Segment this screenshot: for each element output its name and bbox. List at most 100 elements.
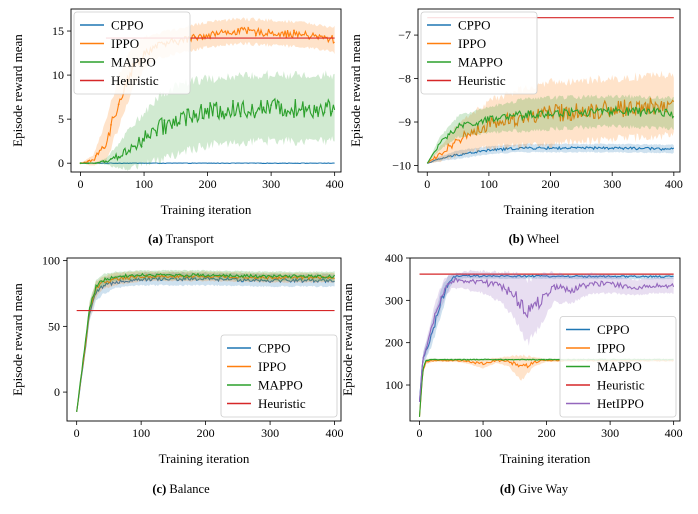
legend: CPPO IPPO MAPPO Heuristic HetIPPO [559, 316, 677, 418]
panel-wheel: 0 100 200 300 400 −10 −9 −8 −7 Training iteration… [348, 8, 683, 246]
series-marker-ippo [270, 32, 273, 35]
legend-label-ippo: IPPO [597, 341, 625, 356]
series-marker-ippo [94, 155, 97, 157]
x-axis-label: Training iteration [500, 451, 591, 466]
panel-transport: 0 100 200 300 400 0 5 10 15 Training iteration Epi… [10, 8, 344, 246]
series-marker-ippo [87, 160, 90, 162]
series-marker-mappo [239, 115, 242, 118]
caption-label: (a) [148, 232, 163, 246]
series-marker-ippo [110, 123, 112, 126]
series-band-cppo [419, 272, 674, 402]
legend-label-mappo: MAPPO [458, 55, 503, 70]
series-marker-mappo [216, 115, 219, 118]
series-line-ippo [76, 273, 335, 412]
x-tick-label: 100 [480, 177, 498, 191]
plot-area [76, 269, 336, 412]
legend-label-ippo: IPPO [258, 359, 286, 374]
series-band-mappo [427, 94, 674, 164]
legend-label-mappo: MAPPO [258, 378, 303, 393]
series-line-mappo [76, 272, 336, 412]
series-marker-ippo [224, 30, 227, 33]
series-marker-mappo [315, 106, 318, 109]
x-tick-label: 300 [261, 426, 279, 440]
x-tick-label: 300 [601, 426, 619, 440]
legend-label-cppo: CPPO [597, 322, 630, 337]
y-tick-label: 200 [385, 336, 403, 350]
x-tick-label: 400 [665, 177, 683, 191]
legend: CPPO IPPO MAPPO Heuristic [420, 11, 538, 95]
legend-box [420, 11, 538, 95]
series-marker-mappo [193, 116, 196, 118]
series-marker-mappo [270, 104, 273, 107]
series-marker-mappo [232, 99, 234, 102]
series-band-cppo [76, 271, 335, 412]
panel-caption: (c) Balance [152, 482, 210, 496]
y-tick-label: 0 [58, 156, 64, 170]
x-tick-label: 0 [74, 426, 80, 440]
series-marker-ippo [300, 34, 303, 37]
series-marker-mappo [308, 104, 311, 107]
y-tick-label: 5 [58, 112, 64, 126]
panel-caption: (d) Give Way [500, 482, 569, 496]
series-marker-mappo [209, 102, 212, 104]
plot-area [426, 17, 675, 164]
series-marker-ippo [239, 27, 242, 30]
legend-label-cppo: CPPO [258, 341, 291, 356]
y-tick-label: 100 [385, 378, 403, 392]
y-tick-label: 50 [48, 319, 60, 333]
series-line-mappo [426, 105, 675, 164]
series-band-hetippo [419, 269, 674, 402]
y-axis-label: Episode reward mean [10, 34, 25, 147]
series-marker-ippo [262, 35, 265, 37]
series-line-hetippo [418, 278, 675, 402]
y-tick-label: −9 [398, 115, 411, 129]
x-tick-label: 100 [474, 426, 492, 440]
panel-caption: (a) Transport [148, 232, 214, 246]
series-marker-mappo [110, 157, 112, 160]
series-marker-mappo [155, 134, 158, 137]
legend: CPPO IPPO MAPPO Heuristic [220, 334, 338, 418]
series-marker-ippo [117, 103, 120, 106]
series-marker-mappo [293, 116, 295, 118]
x-tick-label: 400 [326, 426, 344, 440]
x-tick-label: 0 [424, 177, 430, 191]
series-marker-mappo [125, 153, 128, 156]
series-marker-mappo [140, 145, 143, 148]
series-marker-mappo [163, 119, 166, 122]
legend-box [220, 334, 338, 418]
y-tick-label: 300 [385, 293, 403, 307]
series-marker-ippo [247, 27, 250, 29]
series-marker-mappo [300, 108, 303, 111]
axes-frame [409, 257, 681, 422]
series-line-mappo [80, 97, 336, 164]
series-marker-ippo [232, 31, 234, 34]
series-marker-mappo [148, 136, 151, 139]
x-tick-label: 300 [603, 177, 621, 191]
series-marker-ippo [293, 29, 295, 32]
x-tick-label: 400 [326, 177, 344, 191]
series-marker-ippo [331, 35, 334, 37]
x-tick-label: 0 [417, 426, 423, 440]
x-tick-label: 100 [135, 177, 153, 191]
y-tick-label: 100 [42, 254, 60, 268]
x-tick-label: 400 [665, 426, 683, 440]
panel-give-way: 0 100 200 300 400 100 200 300 400 Training iterat… [340, 251, 683, 496]
series-marker-ippo [254, 34, 257, 37]
legend-box [73, 11, 191, 95]
y-axis-label: Episode reward mean [348, 34, 363, 147]
series-marker-mappo [323, 111, 326, 114]
series-marker-mappo [94, 162, 97, 165]
series-line-cppo [418, 274, 674, 402]
series-marker-mappo [102, 160, 105, 162]
x-tick-label: 200 [199, 177, 217, 191]
series-marker-mappo [285, 114, 288, 117]
legend-label-heuristic: Heuristic [597, 378, 645, 393]
series-band-ippo [427, 70, 674, 164]
series-band-ippo [76, 271, 335, 412]
panel-balance: 0 100 200 300 400 0 50 100 Training iteration Epi… [10, 254, 344, 496]
legend-box [559, 316, 677, 418]
caption-label: (b) [509, 232, 524, 246]
x-axis-label: Training iteration [161, 202, 252, 217]
y-tick-label: 0 [54, 385, 60, 399]
